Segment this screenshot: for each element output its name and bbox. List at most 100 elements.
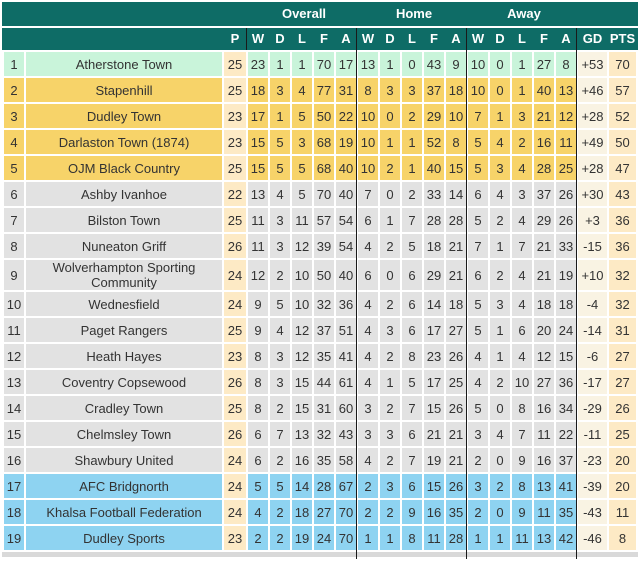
team-name-cell[interactable]: Dudley Town [26,104,222,128]
home-goals-against-cell: 18 [446,78,466,102]
home-draws-cell: 2 [380,292,400,316]
away-draws-cell: 2 [490,208,510,232]
away-goals-for-cell: 12 [534,344,554,368]
played-cell: 26 [224,422,246,446]
overall-draws-cell: 3 [270,208,290,232]
team-name-cell[interactable]: Bilston Town [26,208,222,232]
team-name-cell[interactable]: Khalsa Football Federation [26,500,222,524]
played-cell: 24 [224,448,246,472]
team-name-cell[interactable]: Paget Rangers [26,318,222,342]
away-losses-cell: 6 [512,318,532,342]
team-name-cell[interactable]: Heath Hayes [26,344,222,368]
home-draws-cell: 2 [380,156,400,180]
overall-draws-cell: 3 [270,234,290,258]
overall-goals-against-cell: 17 [336,52,356,76]
goal-difference-cell: +3 [578,208,607,232]
team-name-cell[interactable]: Ashby Ivanhoe [26,182,222,206]
team-name-cell[interactable]: Dudley Sports [26,526,222,550]
position-cell: 15 [4,422,24,446]
goal-difference-cell: +53 [578,52,607,76]
home-draws-cell: 1 [380,526,400,550]
team-name-cell[interactable]: Atherstone Town [26,52,222,76]
home-draws-cell: 2 [380,344,400,368]
overall-draws-cell: 5 [270,156,290,180]
home-draws-cell: 1 [380,370,400,394]
away-losses-cell: 7 [512,422,532,446]
team-name-cell[interactable]: Wednesfield [26,292,222,316]
home-goals-against-cell: 21 [446,422,466,446]
overall-wins-cell: 9 [248,292,268,316]
overall-goals-against-cell: 40 [336,156,356,180]
home-wins-cell: 4 [358,318,378,342]
away-losses-cell: 8 [512,396,532,420]
overall-losses-cell: 10 [292,260,312,290]
team-name-cell[interactable]: OJM Black Country [26,156,222,180]
home-losses-cell: 7 [402,448,422,472]
away-draws-cell: 2 [490,474,510,498]
home-goals-against-cell: 28 [446,526,466,550]
away-wins-cell: 10 [468,78,488,102]
away-goals-for-cell: 21 [534,234,554,258]
away-draws-cell: 0 [490,396,510,420]
team-name-cell[interactable]: AFC Bridgnorth [26,474,222,498]
points-cell: 27 [609,370,636,394]
table-row: 19 Dudley Sports 23 2 2 19 24 70 1 1 8 1… [4,526,636,550]
overall-losses-cell: 3 [292,130,312,154]
home-wins-cell: 13 [358,52,378,76]
home-goals-against-cell: 9 [446,52,466,76]
away-goals-for-cell: 16 [534,130,554,154]
away-losses-cell: 11 [512,526,532,550]
points-cell: 32 [609,292,636,316]
away-goals-for-cell: 21 [534,260,554,290]
home-goals-for-cell: 17 [424,370,444,394]
away-draws-cell: 4 [490,130,510,154]
home-losses-cell: 7 [402,208,422,232]
away-goals-against-cell: 26 [556,208,576,232]
overall-draws-cell: 4 [270,318,290,342]
overall-losses-cell: 5 [292,104,312,128]
team-name-cell[interactable]: Nuneaton Griff [26,234,222,258]
position-cell: 7 [4,208,24,232]
team-name-cell[interactable]: Cradley Town [26,396,222,420]
overall-goals-against-cell: 36 [336,292,356,316]
col-header-away-losses: L [518,31,526,46]
table-row: 7 Bilston Town 25 11 3 11 57 54 6 1 7 28… [4,208,636,232]
home-goals-against-cell: 26 [446,396,466,420]
away-goals-for-cell: 29 [534,208,554,232]
played-cell: 23 [224,344,246,368]
points-cell: 47 [609,156,636,180]
home-losses-cell: 5 [402,370,422,394]
header-played-separator [246,28,247,50]
away-losses-cell: 9 [512,448,532,472]
home-wins-cell: 4 [358,234,378,258]
team-name-cell[interactable]: Coventry Copsewood [26,370,222,394]
overall-goals-for-cell: 27 [314,500,334,524]
away-wins-cell: 6 [468,182,488,206]
home-goals-for-cell: 37 [424,78,444,102]
away-wins-cell: 7 [468,234,488,258]
overall-goals-against-cell: 70 [336,526,356,550]
team-name-cell[interactable]: Chelmsley Town [26,422,222,446]
away-wins-cell: 7 [468,104,488,128]
overall-goals-for-cell: 28 [314,474,334,498]
away-goals-against-cell: 35 [556,500,576,524]
overall-goals-against-cell: 60 [336,396,356,420]
home-goals-for-cell: 15 [424,474,444,498]
col-header-played: P [230,31,240,46]
team-name-cell[interactable]: Stapenhill [26,78,222,102]
col-header-overall-wins: W [251,31,265,46]
home-goals-for-cell: 17 [424,318,444,342]
overall-wins-cell: 6 [248,422,268,446]
team-name-cell[interactable]: Wolverhampton Sporting Community [26,260,222,290]
away-losses-cell: 1 [512,52,532,76]
overall-wins-cell: 5 [248,474,268,498]
overall-draws-cell: 5 [270,292,290,316]
team-name-cell[interactable]: Darlaston Town (1874) [26,130,222,154]
home-wins-cell: 7 [358,182,378,206]
position-cell: 2 [4,78,24,102]
team-name-cell[interactable]: Shawbury United [26,448,222,472]
table-row: 17 AFC Bridgnorth 24 5 5 14 28 67 2 3 6 … [4,474,636,498]
position-cell: 5 [4,156,24,180]
col-header-home-wins: W [361,31,375,46]
played-cell: 24 [224,292,246,316]
